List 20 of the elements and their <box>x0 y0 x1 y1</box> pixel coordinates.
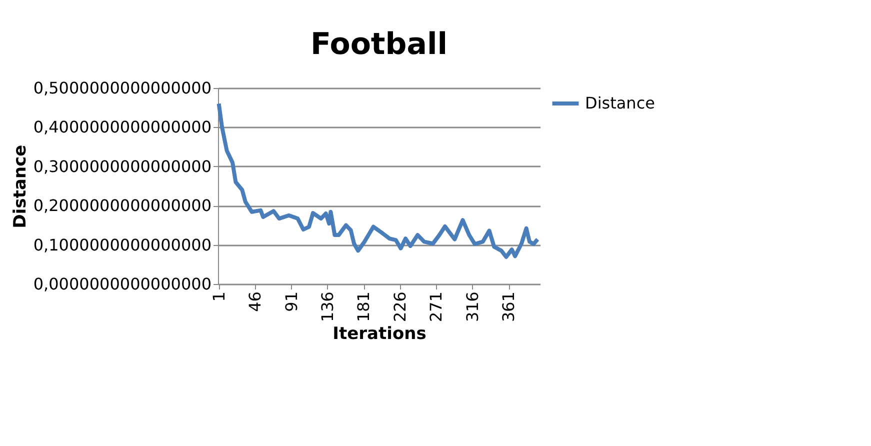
x-tick-label: 91 <box>282 292 301 312</box>
y-tick-label: 0,5000000000000000 <box>33 78 212 98</box>
y-axis-title: Distance <box>10 144 30 228</box>
x-tick-label: 1 <box>209 292 228 302</box>
x-tick-label: 271 <box>426 292 446 322</box>
x-tick-label: 316 <box>462 292 482 322</box>
x-tick-label: 226 <box>390 292 410 322</box>
y-tick-label: 0,4000000000000000 <box>33 118 212 137</box>
x-tick-label: 361 <box>499 292 518 322</box>
legend-label: Distance <box>585 94 655 112</box>
x-axis-title: Iterations <box>332 324 426 344</box>
x-tick-label: 136 <box>318 292 337 322</box>
chart-title: Football <box>310 27 448 62</box>
y-tick-label: 0,2000000000000000 <box>33 196 212 216</box>
y-tick-label: 0,3000000000000000 <box>33 156 212 176</box>
x-tick-label: 181 <box>354 292 374 322</box>
x-tick-label: 46 <box>246 292 265 312</box>
y-tick-label: 0,1000000000000000 <box>33 235 212 254</box>
y-tick-label: 0,0000000000000000 <box>33 274 212 294</box>
line-series <box>216 102 540 259</box>
